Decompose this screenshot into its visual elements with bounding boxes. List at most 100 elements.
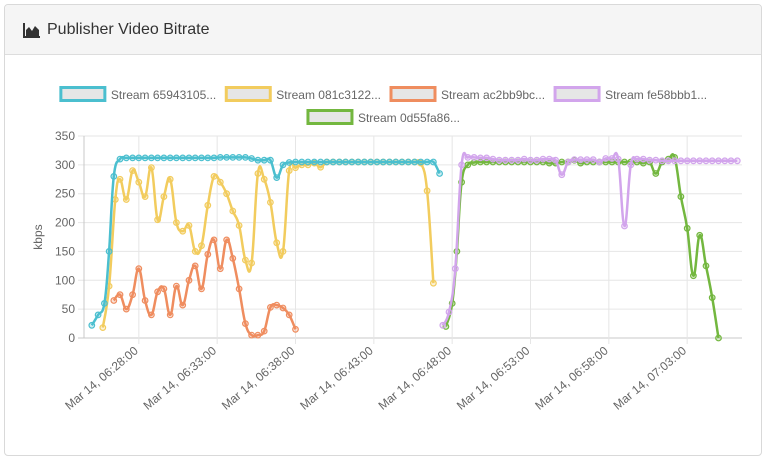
- data-point: [398, 158, 406, 166]
- series-stream-081c3122-: [99, 158, 437, 332]
- data-point: [166, 175, 174, 183]
- data-point: [223, 190, 231, 198]
- y-tick-label: 300: [55, 158, 75, 172]
- data-point: [608, 155, 616, 162]
- data-point: [241, 320, 249, 328]
- legend-swatch: [59, 86, 107, 102]
- data-point: [292, 325, 299, 333]
- data-point: [477, 154, 484, 162]
- data-point: [135, 178, 143, 186]
- data-point: [141, 154, 149, 162]
- data-point: [658, 157, 666, 165]
- data-point: [627, 161, 635, 169]
- data-point: [423, 158, 431, 166]
- data-point: [373, 158, 381, 166]
- data-point: [160, 193, 168, 201]
- data-point: [254, 170, 262, 177]
- data-point: [708, 157, 716, 165]
- y-axis: 0 50 100 150 200 250 300 350: [55, 129, 75, 345]
- data-point: [198, 154, 205, 162]
- series-line: [441, 151, 738, 326]
- data-point: [436, 170, 444, 177]
- y-tick-label: 350: [55, 129, 75, 143]
- data-point: [204, 250, 212, 258]
- data-point: [577, 156, 584, 164]
- data-point: [235, 285, 243, 293]
- data-point: [514, 156, 522, 164]
- data-point: [323, 158, 331, 166]
- x-tick-label: Mar 14, 06:53:00: [454, 343, 533, 412]
- data-point: [154, 216, 162, 224]
- data-point: [564, 158, 572, 166]
- data-point: [508, 156, 516, 164]
- data-point: [135, 154, 143, 162]
- data-point: [392, 158, 400, 166]
- data-point: [715, 157, 722, 165]
- legend-item: Stream 081c3122...: [224, 86, 381, 102]
- data-point: [417, 158, 425, 166]
- data-point: [88, 321, 96, 329]
- data-point: [154, 288, 162, 296]
- data-point: [602, 155, 610, 162]
- data-point: [273, 239, 281, 247]
- data-point: [558, 171, 566, 179]
- data-point: [696, 231, 704, 239]
- data-point: [191, 247, 199, 255]
- data-point: [248, 155, 256, 162]
- data-point: [571, 156, 578, 164]
- legend-item: Stream fe58bbb1...: [553, 86, 707, 102]
- data-point: [94, 311, 102, 319]
- data-point: [464, 153, 472, 161]
- data-point: [696, 157, 704, 165]
- data-point: [589, 156, 597, 164]
- series-stream-fe58bbb1-: [439, 151, 741, 329]
- data-point: [229, 207, 237, 215]
- data-point: [172, 282, 180, 290]
- data-point: [185, 154, 193, 162]
- data-point: [129, 154, 137, 162]
- x-tick-label: Mar 14, 06:33:00: [141, 343, 220, 412]
- x-tick-label: Mar 14, 06:43:00: [297, 343, 376, 412]
- data-point: [254, 156, 262, 164]
- y-tick-label: 100: [55, 273, 75, 287]
- data-point: [100, 300, 108, 307]
- data-point: [110, 172, 118, 180]
- data-point: [135, 265, 143, 273]
- data-point: [671, 157, 678, 165]
- data-point: [379, 158, 387, 166]
- data-point: [179, 301, 187, 309]
- data-point: [621, 222, 628, 230]
- data-point: [267, 198, 274, 206]
- series-line: [444, 153, 720, 339]
- data-point: [116, 175, 124, 183]
- data-point: [652, 156, 660, 164]
- data-point: [430, 158, 437, 166]
- data-point: [147, 164, 155, 172]
- data-point: [665, 157, 672, 165]
- data-point: [105, 247, 113, 255]
- data-point: [241, 153, 249, 161]
- data-point: [260, 327, 268, 335]
- data-point: [527, 156, 534, 164]
- data-point: [596, 158, 603, 166]
- y-tick-label: 50: [62, 302, 76, 316]
- series-stream-0d55fa86-: [442, 153, 722, 342]
- panel-heading: Publisher Video Bitrate: [5, 5, 761, 55]
- data-point: [708, 294, 716, 302]
- data-point: [727, 157, 735, 165]
- data-point: [614, 155, 622, 163]
- data-point: [285, 167, 293, 175]
- legend-label: Stream 65943105...: [111, 88, 216, 102]
- data-point: [733, 157, 741, 165]
- data-point: [210, 154, 218, 162]
- data-point: [273, 174, 281, 182]
- data-point: [179, 227, 187, 235]
- data-point: [223, 153, 231, 161]
- data-point: [583, 156, 591, 164]
- series-stream-ac2bb9bc-: [110, 236, 299, 339]
- data-point: [147, 311, 155, 319]
- data-point: [116, 155, 124, 163]
- data-point: [122, 154, 130, 162]
- area-chart-icon: [23, 22, 40, 38]
